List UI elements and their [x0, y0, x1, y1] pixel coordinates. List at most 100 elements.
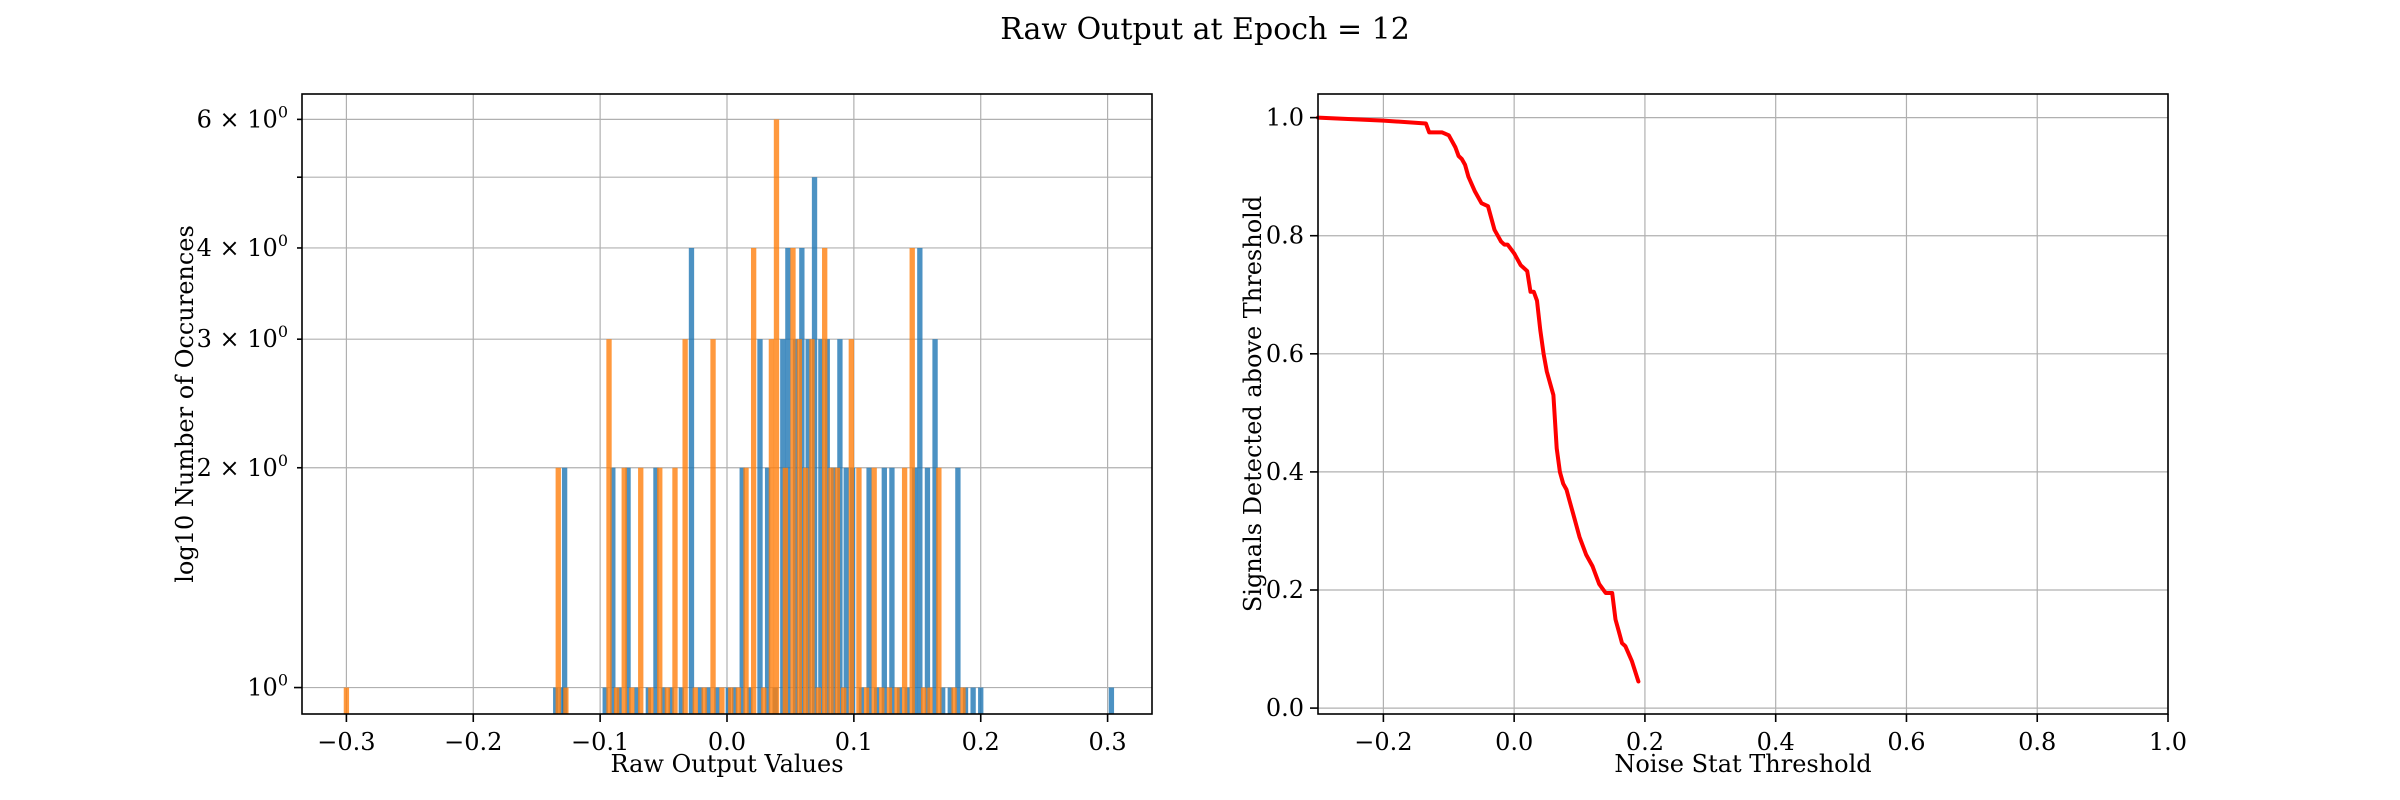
hist-bar-series-0: [739, 467, 745, 714]
hist-bar-series-1: [648, 687, 654, 714]
hist-bar-series-0: [561, 467, 568, 714]
hist-bar-series-1: [927, 687, 933, 714]
hist-bar-series-1: [621, 467, 627, 714]
hist-bar-series-1: [735, 687, 742, 714]
hist-ytick-label: 2 × 100: [197, 451, 288, 482]
hist-bar-series-1: [901, 467, 908, 714]
hist-bar-series-0: [889, 467, 895, 714]
hist-bar-series-0: [866, 467, 872, 714]
hist-bar-series-0: [634, 687, 640, 714]
hist-bar-series-1: [871, 467, 877, 714]
hist-bar-series-1: [879, 687, 885, 714]
hist-bar-series-1: [790, 247, 796, 714]
hist-xtick-label: 0.0: [708, 728, 746, 756]
histogram-ylabel: log10 Number of Occurences: [171, 225, 199, 583]
hist-bar-series-0: [757, 339, 763, 714]
hist-xtick-label: 0.2: [962, 728, 1000, 756]
hist-bar-series-1: [613, 687, 620, 714]
hist-bar-series-0: [917, 247, 923, 714]
threshold-frame: [1317, 93, 2169, 715]
threshold-ytick-label: 0.6: [1266, 340, 1304, 368]
hist-bar-series-0: [688, 247, 695, 714]
hist-bar-series-1: [555, 467, 561, 714]
hist-bar-series-1: [606, 339, 612, 714]
threshold-ytick-label: 1.0: [1266, 104, 1304, 132]
hist-bar-series-0: [970, 687, 976, 714]
hist-bar-series-1: [936, 467, 942, 714]
hist-bar-series-0: [940, 687, 946, 714]
histogram-xlabel: Raw Output Values: [610, 750, 843, 778]
threshold-ylabel: Signals Detected above Threshold: [1239, 196, 1267, 612]
threshold-xtick-label: 0.0: [1495, 728, 1533, 756]
hist-bar-series-1: [960, 687, 966, 714]
hist-ytick-label: 4 × 100: [197, 231, 288, 262]
hist-bar-series-1: [796, 339, 802, 714]
hist-bar-series-0: [678, 687, 684, 714]
hist-bar-series-1: [951, 687, 957, 714]
hist-bar-series-1: [761, 687, 767, 714]
hist-bar-series-0: [1108, 687, 1115, 714]
hist-bar-series-0: [947, 687, 953, 714]
hist-bar-series-1: [563, 687, 569, 714]
hist-bar-series-0: [714, 687, 720, 714]
hist-bar-series-1: [728, 687, 734, 714]
hist-bar-series-0: [602, 687, 608, 714]
hist-bar-series-1: [343, 687, 350, 714]
threshold-xtick-label: 0.4: [1757, 728, 1795, 756]
hist-bar-series-0: [881, 467, 887, 714]
hist-bar-series-1: [834, 467, 841, 714]
threshold-ytick-label: 0.2: [1266, 576, 1304, 604]
hist-bar-series-1: [920, 687, 927, 714]
hist-xtick-label: 0.1: [835, 728, 873, 756]
hist-bar-series-0: [955, 467, 961, 714]
hist-bar-series-0: [610, 467, 616, 714]
histogram-bars: [343, 119, 1115, 715]
threshold-xtick-label: 0.8: [2018, 728, 2056, 756]
hist-bar-series-1: [719, 687, 725, 714]
hist-bar-series-1: [768, 339, 775, 714]
hist-bar-series-1: [682, 339, 688, 714]
threshold-xlabel: Noise Stat Threshold: [1614, 750, 1871, 778]
hist-bar-series-1: [828, 467, 834, 714]
hist-bar-series-1: [629, 687, 635, 714]
threshold-xtick-label: 0.2: [1626, 728, 1664, 756]
threshold-xtick-label: 1.0: [2149, 728, 2187, 756]
hist-bar-series-1: [909, 247, 915, 714]
hist-bar-series-0: [924, 467, 931, 714]
threshold-curve-line: [1316, 115, 1641, 684]
hist-bar-series-0: [705, 687, 711, 714]
hist-bar-series-0: [559, 687, 565, 714]
hist-bar-series-1: [638, 467, 644, 714]
hist-bar-series-1: [822, 247, 828, 714]
hist-bar-series-1: [894, 687, 900, 714]
hist-xtick-label: 0.3: [1089, 728, 1127, 756]
hist-bar-series-0: [653, 467, 659, 714]
hist-bar-series-1: [886, 687, 893, 714]
hist-bar-series-1: [672, 467, 678, 714]
threshold-ticks: −0.2 0.0 0.2 0.4 0.6 0.8 1.0 0.0 0.2 0.4 0.6 0.8 1.0: [1266, 104, 2187, 756]
threshold-ytick-label: 0.0: [1266, 694, 1304, 722]
hist-bar-series-0: [932, 339, 938, 714]
hist-bar-series-1: [664, 687, 671, 714]
hist-xtick-label: −0.2: [444, 728, 502, 756]
threshold-xtick-label: 0.6: [1887, 728, 1925, 756]
hist-xtick-label: −0.1: [571, 728, 629, 756]
hist-bar-series-1: [750, 247, 757, 714]
hist-ytick-label: 6 × 100: [197, 102, 288, 133]
hist-bar-series-1: [809, 339, 815, 714]
hist-bar-series-1: [743, 467, 749, 714]
hist-bar-series-0: [668, 687, 674, 714]
hist-bar-series-0: [697, 687, 704, 714]
hist-xtick-label: −0.3: [317, 728, 375, 756]
hist-bar-series-1: [802, 467, 809, 714]
threshold-curve-panel: −0.2 0.0 0.2 0.4 0.6 0.8 1.0 0.0 0.2 0.4 0.6 0.8 1.0…: [1239, 93, 2187, 778]
hist-bar-series-1: [701, 687, 707, 714]
hist-bar-series-0: [747, 687, 753, 714]
hist-bar-series-1: [863, 687, 870, 714]
hist-bar-series-1: [710, 339, 716, 714]
threshold-ytick-label: 0.8: [1266, 222, 1304, 250]
hist-bar-series-1: [782, 467, 789, 714]
